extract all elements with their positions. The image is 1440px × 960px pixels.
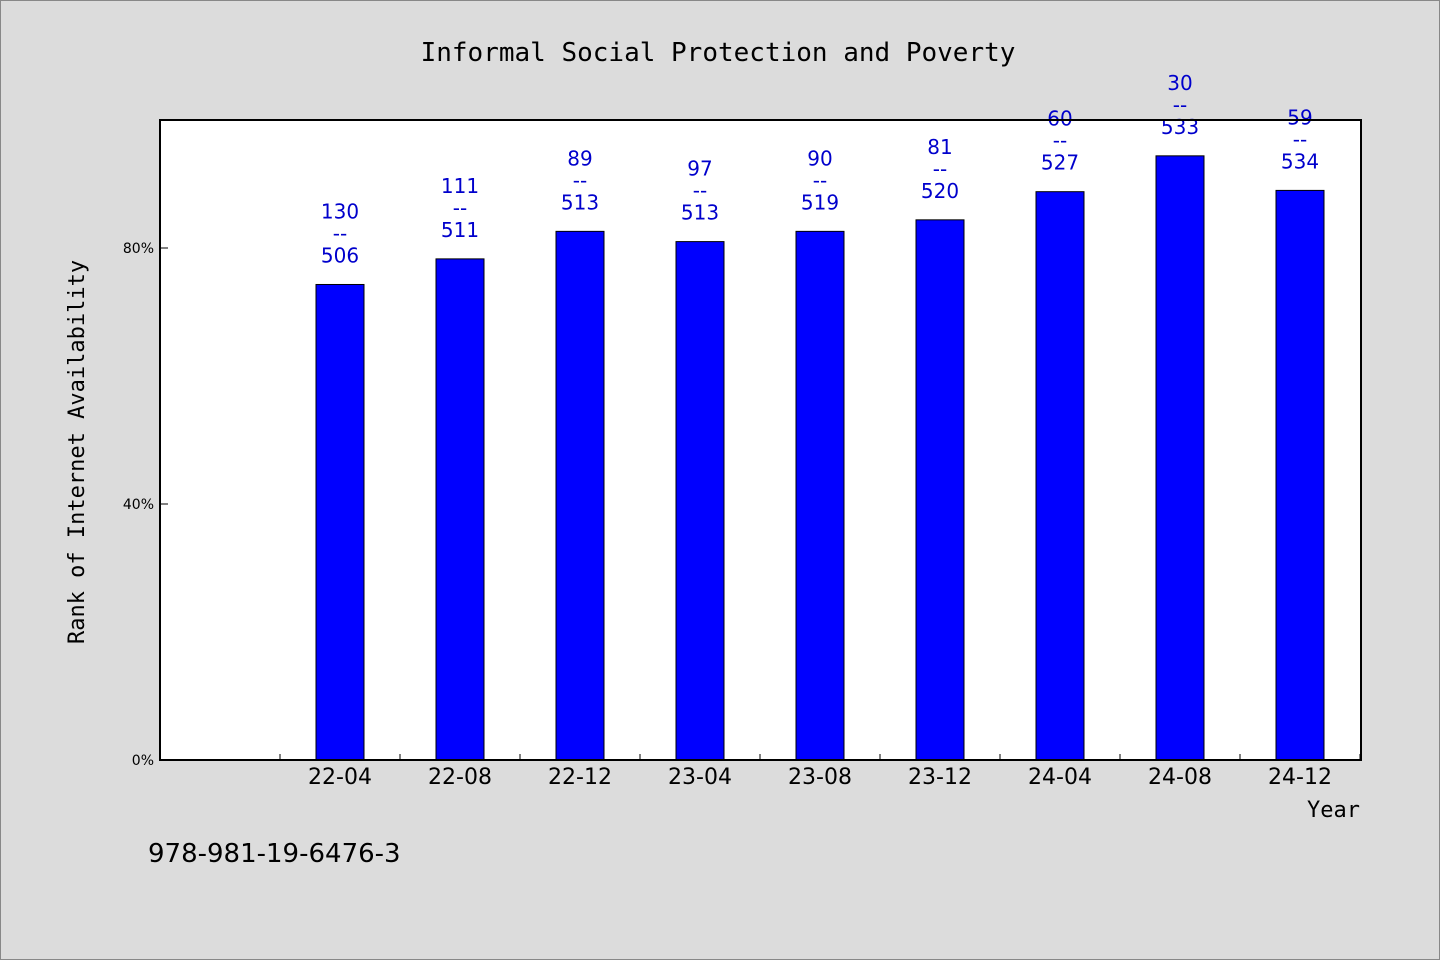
x-tick-label: 22-04 xyxy=(308,765,372,790)
chart-title: Informal Social Protection and Poverty xyxy=(421,38,1016,68)
x-tick-label: 24-08 xyxy=(1148,765,1212,790)
bar-label-bottom: 527 xyxy=(1041,151,1079,175)
x-axis-label: Year xyxy=(1307,798,1360,823)
y-tick-label: 40% xyxy=(123,497,154,513)
bar-22-08 xyxy=(435,258,485,761)
bar-label-separator: -- xyxy=(933,157,947,181)
x-tick-label: 23-12 xyxy=(908,765,972,790)
bar-24-04 xyxy=(1035,191,1085,761)
bar-22-12 xyxy=(555,230,605,761)
bar-label-separator: -- xyxy=(1173,93,1187,117)
bar-label-top: 89 xyxy=(567,146,592,170)
bar-label-bottom: 534 xyxy=(1281,149,1319,173)
bar-label-bottom: 519 xyxy=(801,190,839,214)
bar-label-top: 30 xyxy=(1167,71,1192,95)
bar-24-08 xyxy=(1155,155,1205,761)
bar-23-08 xyxy=(795,230,845,761)
bar-23-12 xyxy=(915,219,965,761)
x-tick-label: 24-04 xyxy=(1028,765,1092,790)
bar-label-separator: -- xyxy=(813,168,827,192)
plot-border xyxy=(159,119,1362,761)
footnote-isbn: 978-981-19-6476-3 xyxy=(148,839,401,869)
bar-label-bottom: 513 xyxy=(561,190,599,214)
bar-label-top: 81 xyxy=(927,135,952,159)
bar-label-top: 97 xyxy=(687,157,712,181)
y-axis-label: Rank of Internet Availability xyxy=(65,260,90,644)
bar-label-separator: -- xyxy=(453,196,467,220)
bar-label-separator: -- xyxy=(333,221,347,245)
x-tick-label: 22-12 xyxy=(548,765,612,790)
x-tick-label: 23-04 xyxy=(668,765,732,790)
bar-label-bottom: 520 xyxy=(921,179,959,203)
bar-23-04 xyxy=(675,241,725,761)
bar-label-bottom: 506 xyxy=(321,243,359,267)
bar-label-separator: -- xyxy=(1053,129,1067,153)
bar-label-top: 59 xyxy=(1287,105,1312,129)
bar-label-separator: -- xyxy=(573,168,587,192)
y-tick-label: 80% xyxy=(123,241,154,257)
bar-label-bottom: 513 xyxy=(681,201,719,225)
x-tick-label: 23-08 xyxy=(788,765,852,790)
bar-label-separator: -- xyxy=(693,179,707,203)
bar-24-12 xyxy=(1275,189,1325,761)
bar-label-top: 60 xyxy=(1047,107,1072,131)
bar-22-04 xyxy=(315,283,365,761)
bar-label-top: 130 xyxy=(321,199,359,223)
bar-label-bottom: 511 xyxy=(441,218,479,242)
y-tick-label: 0% xyxy=(132,753,154,769)
x-tick-label: 22-08 xyxy=(428,765,492,790)
bar-label-bottom: 533 xyxy=(1161,115,1199,139)
bar-label-separator: -- xyxy=(1293,127,1307,151)
bar-label-top: 111 xyxy=(441,174,479,198)
bar-label-top: 90 xyxy=(807,146,832,170)
x-tick-label: 24-12 xyxy=(1268,765,1332,790)
